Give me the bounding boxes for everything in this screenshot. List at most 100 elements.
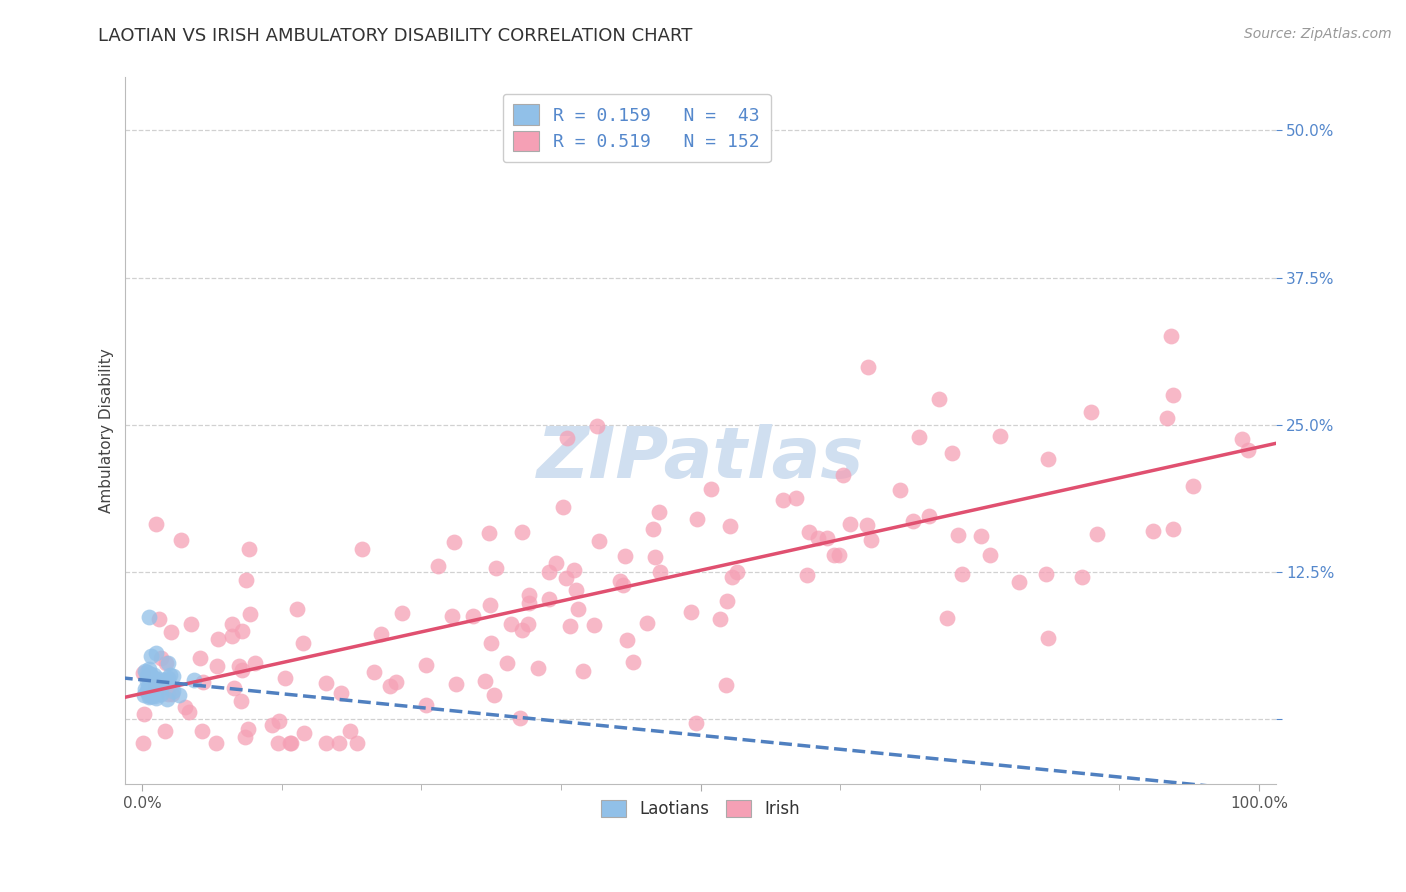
Point [785,491,807,505]
Point [969,528,991,542]
Point [727,565,749,579]
Point [941,446,963,460]
Point [700,482,723,496]
Point [134,681,156,696]
Point [180,616,202,631]
Point [236,722,259,736]
Point [441,608,464,623]
Point [948,528,970,542]
Point [907,430,929,444]
Point [823,548,845,562]
Point [856,518,879,533]
Point [143,679,166,693]
Text: ZIPatlas: ZIPatlas [537,425,865,493]
Point [555,431,578,445]
Point [148,673,170,687]
Point [828,548,851,562]
Point [145,687,167,701]
Point [231,624,253,639]
Point [479,635,502,649]
Point [136,673,159,688]
Point [145,516,167,531]
Point [224,681,246,696]
Point [280,735,302,749]
Point [427,559,450,574]
Point [231,694,253,708]
Point [1181,479,1204,493]
Point [221,629,243,643]
Point [156,692,179,706]
Point [132,665,155,680]
Point [191,674,214,689]
Point [145,646,167,660]
Point [136,684,159,698]
Point [988,429,1011,443]
Point [415,657,437,672]
Point [509,711,531,725]
Point [585,418,607,433]
Point [330,686,353,700]
Point [1161,522,1184,536]
Legend: Laotians, Irish: Laotians, Irish [595,793,807,825]
Point [720,570,742,584]
Point [148,612,170,626]
Point [205,658,228,673]
Point [235,573,257,587]
Point [709,612,731,626]
Point [1232,433,1254,447]
Point [138,689,160,703]
Point [643,522,665,536]
Point [134,664,156,678]
Point [856,359,879,374]
Point [612,577,634,591]
Point [474,674,496,689]
Point [346,735,368,749]
Point [260,718,283,732]
Point [648,505,671,519]
Point [1035,566,1057,581]
Point [444,677,467,691]
Point [681,605,703,619]
Point [278,735,301,749]
Point [616,633,638,648]
Point [188,651,211,665]
Point [370,627,392,641]
Point [1071,569,1094,583]
Point [519,588,541,602]
Text: Source: ZipAtlas.com: Source: ZipAtlas.com [1244,27,1392,41]
Point [526,661,548,675]
Point [157,671,180,685]
Point [136,680,159,694]
Point [134,707,156,722]
Point [173,699,195,714]
Point [797,524,820,539]
Point [315,676,337,690]
Point [772,492,794,507]
Point [352,542,374,557]
Point [478,598,501,612]
Point [517,596,540,610]
Point [167,688,190,702]
Point [138,662,160,676]
Point [207,632,229,646]
Point [815,531,838,545]
Point [135,665,157,679]
Point [285,602,308,616]
Point [567,602,589,616]
Point [179,705,201,719]
Point [551,500,574,515]
Point [478,526,501,541]
Point [901,514,924,528]
Point [160,687,183,701]
Point [138,690,160,705]
Point [512,524,534,539]
Point [796,567,818,582]
Point [613,549,636,564]
Point [1085,526,1108,541]
Point [150,687,173,701]
Point [1008,574,1031,589]
Point [143,684,166,698]
Point [562,563,585,577]
Point [517,616,540,631]
Point [231,663,253,677]
